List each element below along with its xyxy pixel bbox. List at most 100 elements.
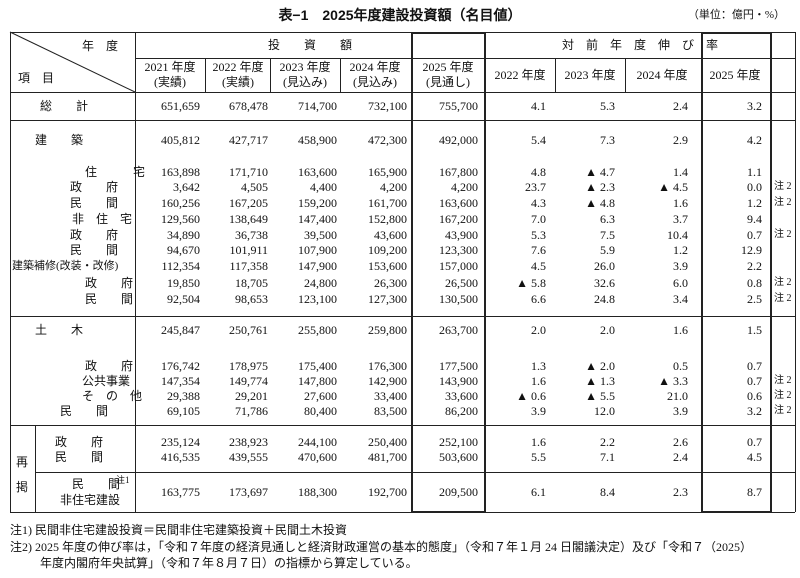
row-note: 注 2 [774,293,792,304]
cell-value: 127,300 [368,292,407,306]
cell-growth: 3.2 [747,99,762,113]
cell-value: 167,200 [439,212,478,226]
cell-value: 33,400 [374,389,407,403]
cell-growth: 21.0 [667,389,688,403]
column-status: (見込み) [283,75,327,89]
cell-growth: 1.5 [747,323,762,337]
cell-growth: 2.2 [747,259,762,273]
row-label: 公共事業 [82,374,131,388]
row-label: 政 府 [85,359,134,373]
column-year: 2025 年度 [422,60,474,74]
cell-growth: 2.2 [600,435,615,449]
cell-growth: 1.2 [747,196,762,210]
row-label: 政 府 [55,435,104,449]
rule [10,425,795,426]
cell-value: 176,742 [161,359,200,373]
cell-value: 163,775 [161,485,200,499]
cell-value: 4,505 [241,180,268,194]
cell-value: 732,100 [368,99,407,113]
cell-value: 26,500 [445,276,478,290]
cell-value: 123,300 [439,243,478,257]
cell-growth: 2.4 [673,99,688,113]
corner-top: 年 度 [81,39,118,53]
row-note: 注 2 [774,229,792,240]
row-label: 民 間 [55,450,104,464]
cell-value: 188,300 [298,485,337,499]
cell-growth: 1.6 [531,435,546,449]
cell-growth: 5.3 [531,228,546,242]
rule [10,512,795,513]
cell-value: 177,500 [439,359,478,373]
rule [10,92,795,93]
cell-growth: 24.8 [594,292,615,306]
column-status: (見通し) [426,75,470,89]
cell-value: 492,000 [439,133,478,147]
row-label: 非 住 宅 [72,212,133,226]
cell-value: 39,500 [304,228,337,242]
cell-value: 678,478 [229,99,268,113]
cell-value: 263,700 [439,323,478,337]
rule [411,32,413,512]
cell-value: 160,256 [161,196,200,210]
cell-growth: 6.3 [600,212,615,226]
cell-growth: 0.8 [747,276,762,290]
rule [701,32,703,512]
rule [411,32,485,34]
column-year: 2023 年度 [564,68,616,82]
cell-value: 92,504 [167,292,200,306]
cell-value: 117,358 [229,259,268,273]
cell-value: 36,738 [235,228,268,242]
cell-value: 416,535 [161,450,200,464]
cell-value: 80,400 [304,404,337,418]
row-label: 民 間 [72,477,121,491]
cell-value: 175,400 [298,359,337,373]
cell-growth: 4.8 [531,165,546,179]
cell-growth: 7.6 [531,243,546,257]
cell-value: 157,000 [439,259,478,273]
cell-value: 130,500 [439,292,478,306]
row-label: 民 間 [70,196,119,210]
cell-growth: ▲ 2.3 [585,180,615,194]
cell-growth: 26.0 [594,259,615,273]
cell-value: 43,900 [445,228,478,242]
cell-value: 19,850 [167,276,200,290]
cell-value: 109,200 [368,243,407,257]
cell-growth: 5.3 [600,99,615,113]
cell-value: 18,705 [235,276,268,290]
rule [701,32,771,34]
row-label: 建築補修(改装・改修) [12,260,119,272]
cell-value: 651,659 [161,99,200,113]
row-note: 注 2 [774,181,792,192]
cell-value: 167,800 [439,165,478,179]
column-year: 2021 年度 [144,60,196,74]
cell-value: 112,354 [161,259,200,273]
cell-value: 171,710 [229,165,268,179]
cell-value: 192,700 [368,485,407,499]
unit-note: （単位：億円・%） [687,9,785,21]
cell-value: 33,600 [445,389,478,403]
cell-value: 3,642 [173,180,200,194]
cell-value: 472,300 [368,133,407,147]
cell-growth: ▲ 5.8 [516,276,546,290]
cell-growth: 4.5 [531,259,546,273]
cell-growth: 2.0 [600,323,615,337]
row-label: 政 府 [70,228,119,242]
cell-value: 176,300 [368,359,407,373]
rule [10,120,795,121]
row-note: 注 2 [774,197,792,208]
cell-growth: 1.4 [673,165,688,179]
cell-growth: 7.1 [600,450,615,464]
rule [10,32,11,512]
cell-growth: 3.7 [673,212,688,226]
row-note: 注 2 [774,277,792,288]
cell-growth: 7.3 [600,133,615,147]
cell-growth: 0.6 [747,389,762,403]
cell-growth: 3.2 [747,404,762,418]
column-year: 2023 年度 [279,60,331,74]
cell-growth: 2.9 [673,133,688,147]
cell-value: 147,900 [298,259,337,273]
reprint-label: 再 [15,455,28,469]
footnote: 注2) 2025 年度の伸び率は，「令和７年度の経済見通しと経済財政運営の基本的… [10,540,753,554]
cell-value: 29,201 [235,389,268,403]
cell-value: 178,975 [229,359,268,373]
